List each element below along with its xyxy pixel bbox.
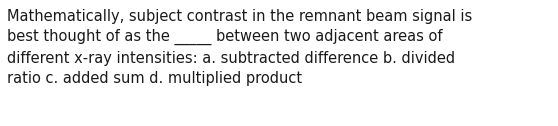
Text: Mathematically, subject contrast in the remnant beam signal is
best thought of a: Mathematically, subject contrast in the … [7,9,473,86]
